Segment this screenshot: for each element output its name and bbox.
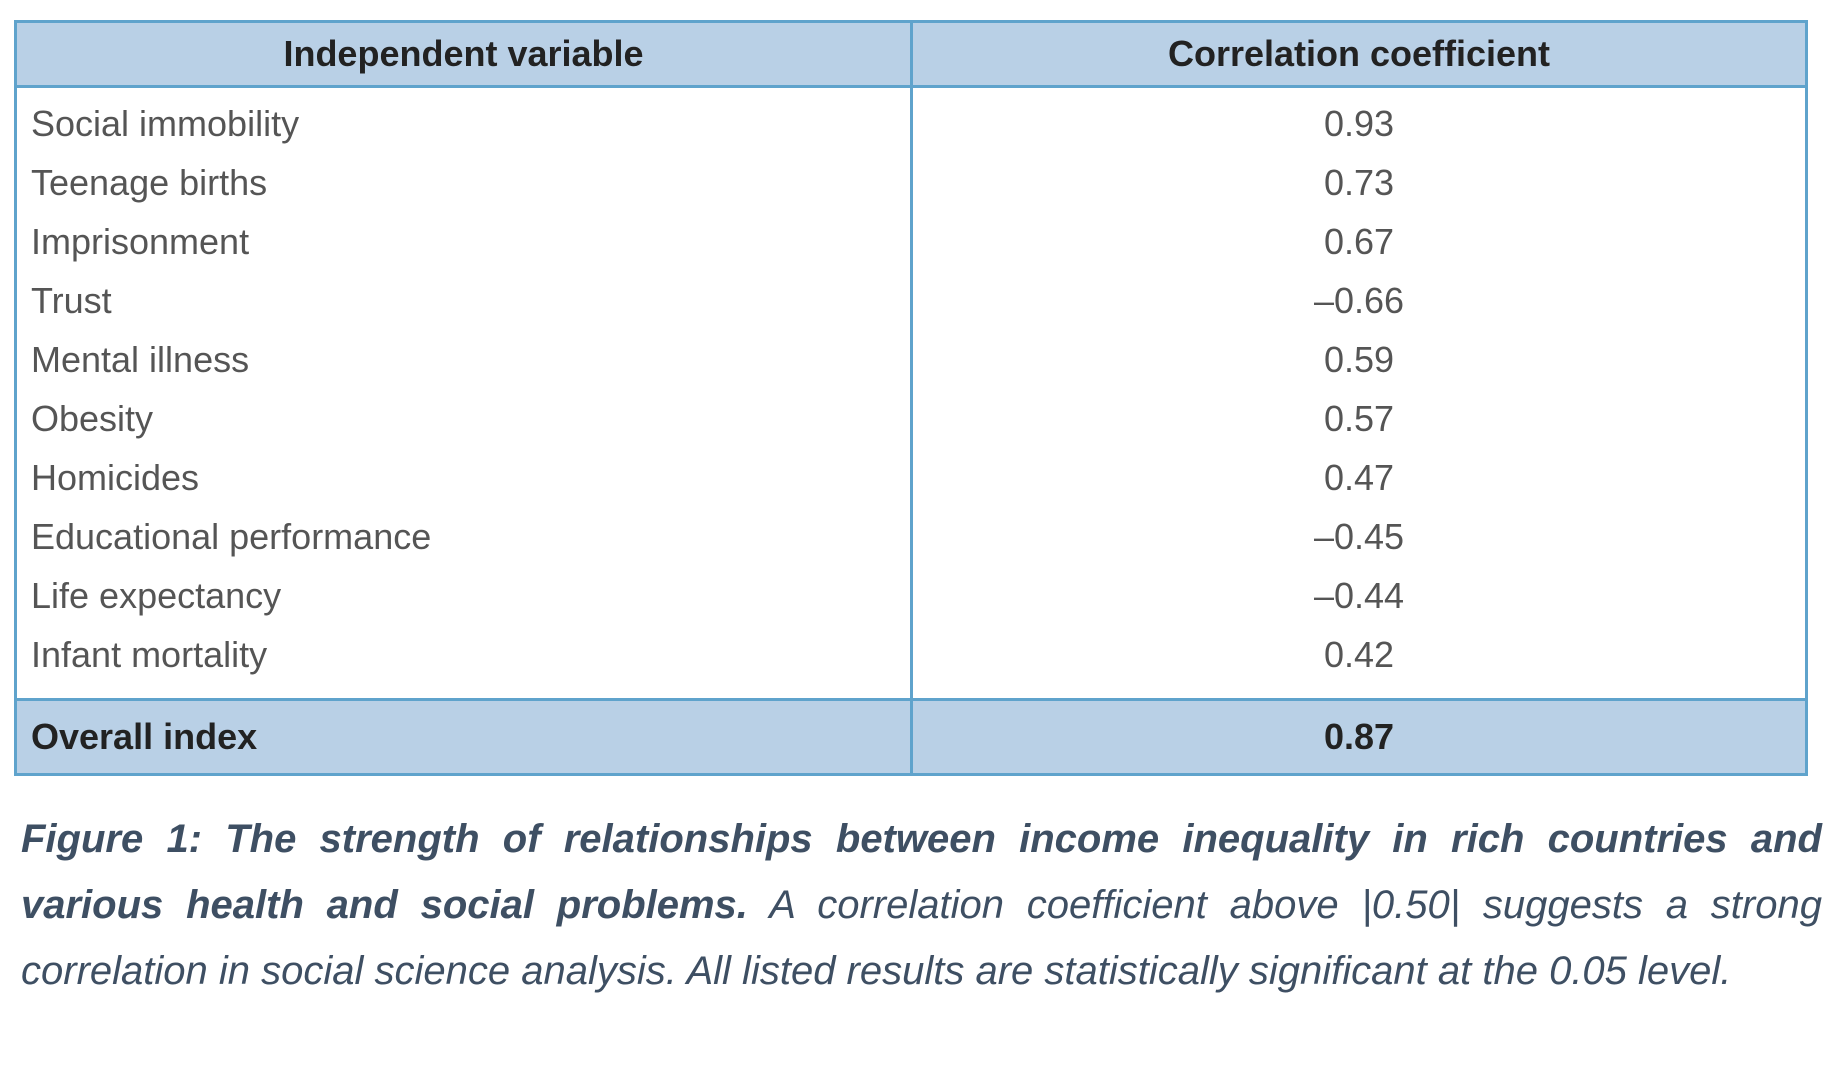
variable-cell: Educational performance [15,507,913,566]
table-row: Teenage births 0.73 [15,153,1807,212]
caption-title: Figure 1: The strength of relationships … [21,817,1822,927]
coefficient-cell: 0.93 [1323,102,1395,144]
coefficient-cell: 0.67 [1323,220,1395,262]
footer-row: Overall index 0.87 [15,698,1807,775]
variable-cell: Teenage births [15,153,913,212]
variable-cell: Obesity [15,389,913,448]
table-row: Trust –0.66 [15,271,1807,330]
caption-text: A correlation coefficient above |0.50| s… [21,883,1822,993]
header-cell: Independent variable [15,21,913,88]
footer-cell: Overall index [15,698,913,775]
table-row: Mental illness 0.59 [15,330,1807,389]
coefficient-cell: 0.42 [1323,633,1395,675]
coefficient-cell: 0.47 [1323,456,1395,498]
coefficient-cell: –0.45 [1313,515,1405,557]
variable-cell: Trust [15,271,913,330]
variable-cell: Imprisonment [15,212,913,271]
table-row: Social immobility 0.93 [15,86,1807,153]
variable-cell: Infant mortality [15,625,913,700]
table-row: Infant mortality 0.42 [15,625,1807,700]
table-row: Homicides 0.47 [15,448,1807,507]
table-row: Obesity 0.57 [15,389,1807,448]
variable-cell: Homicides [15,448,913,507]
header-cell: Correlation coefficient [911,21,1807,88]
coefficient-cell: 0.59 [1323,338,1395,380]
variable-cell: Life expectancy [15,566,913,625]
coefficient-cell: 0.57 [1323,397,1395,439]
footer-cell: 0.87 [911,698,1807,775]
table-row: Educational performance –0.45 [15,507,1807,566]
table-row: Life expectancy –0.44 [15,566,1807,625]
table-row: Imprisonment 0.67 [15,212,1807,271]
coefficient-cell: 0.73 [1323,161,1395,203]
header-row: Independent variable Correlation coeffic… [15,21,1807,88]
variable-cell: Mental illness [15,330,913,389]
coefficient-cell: –0.66 [1313,279,1405,321]
correlation-table: Independent variable Correlation coeffic… [14,20,1808,776]
figure-caption: Figure 1: The strength of relationships … [21,806,1822,1004]
table-body: Social immobility 0.93 Teenage births 0.73 I… [15,86,1807,700]
coefficient-cell: –0.44 [1313,574,1405,616]
variable-cell: Social immobility [15,86,913,153]
